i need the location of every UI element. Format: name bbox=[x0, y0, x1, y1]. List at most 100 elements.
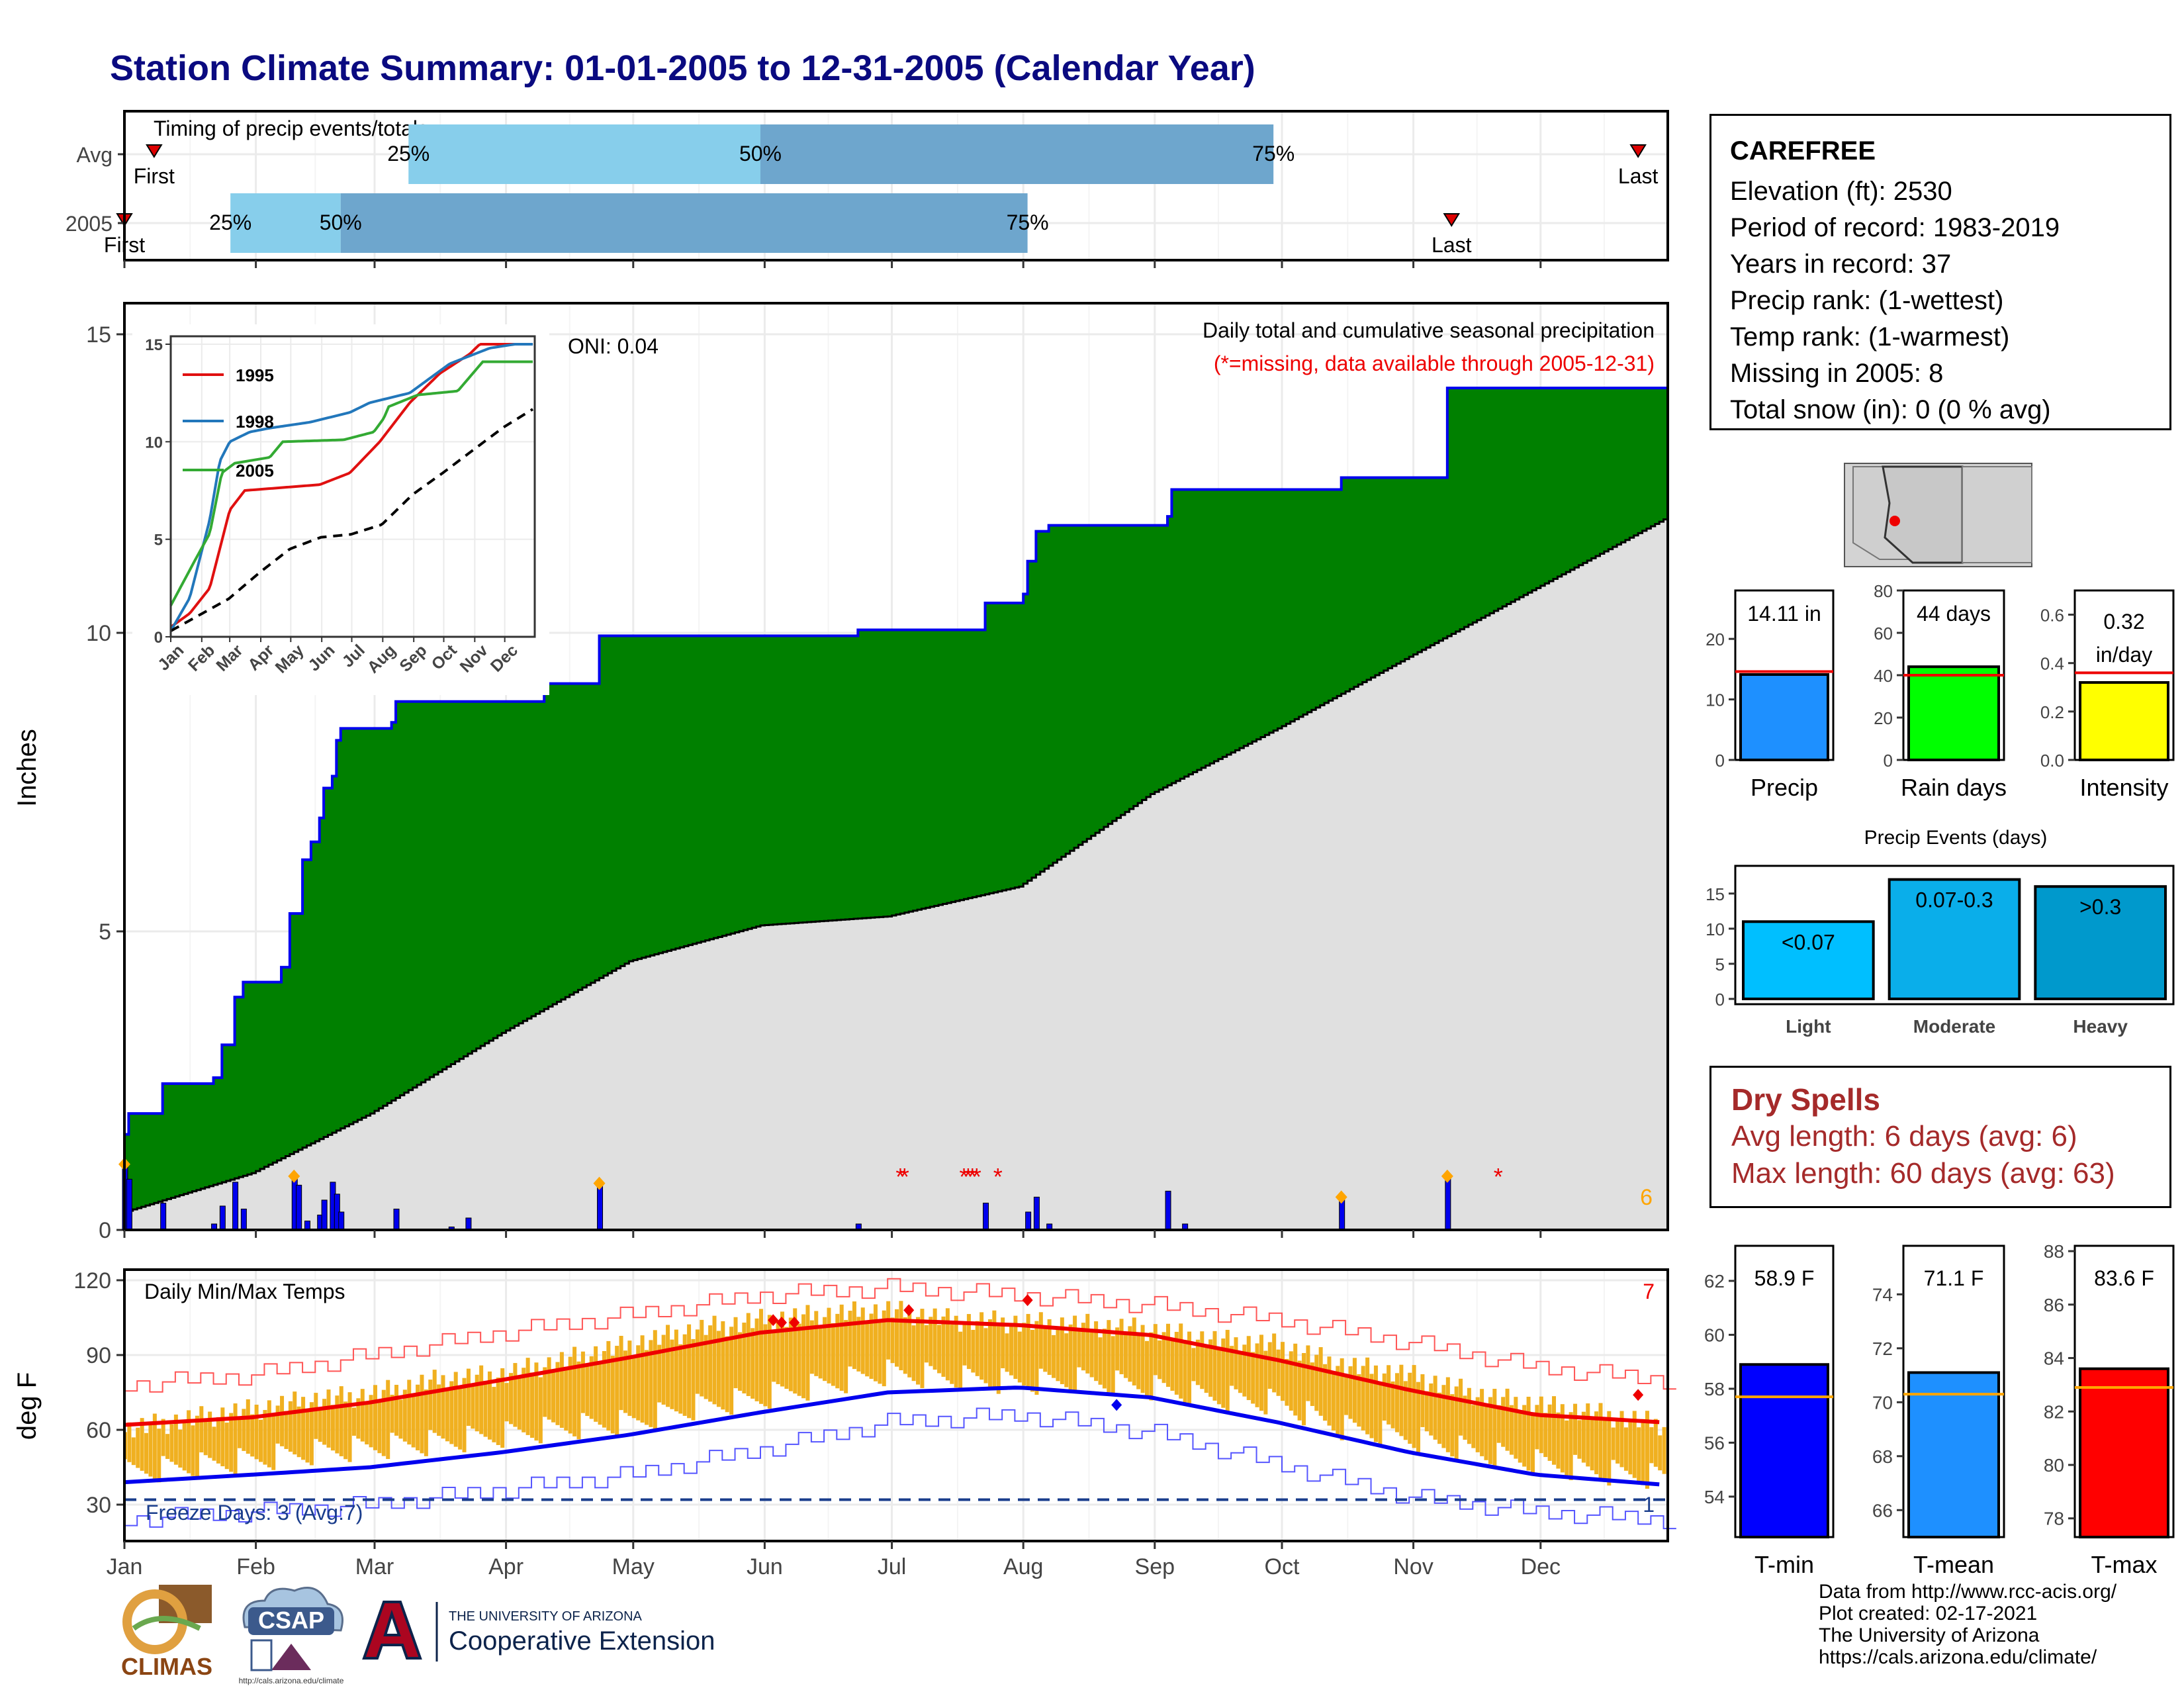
month-axis-label: Apr bbox=[488, 1554, 523, 1579]
precip-events-y-tick-label: 0 bbox=[1715, 990, 1725, 1009]
inset-y-tick-label: 0 bbox=[154, 629, 163, 647]
mini-y-tick-label: 82 bbox=[2044, 1401, 2064, 1422]
temps-daily-range-bar bbox=[1565, 1420, 1569, 1477]
temps-daily-range-bar bbox=[131, 1437, 136, 1466]
precip-daily-bar bbox=[1165, 1190, 1171, 1231]
temps-daily-range-bar bbox=[1394, 1373, 1399, 1432]
mini-y-tick-label: 80 bbox=[2044, 1455, 2064, 1476]
temps-daily-range-bar bbox=[1416, 1382, 1421, 1452]
precip-events-chart: Precip Events (days) 0 5 10 15 <0.07 Light 0.07… bbox=[1706, 827, 2175, 1037]
temps-daily-range-bar bbox=[784, 1327, 789, 1389]
temps-daily-range-bar bbox=[543, 1367, 547, 1417]
inset-series-line-1995 bbox=[169, 343, 533, 628]
temps-daily-range-bar bbox=[975, 1321, 979, 1376]
temps-daily-range-bar bbox=[687, 1324, 692, 1419]
temps-daily-range-bar bbox=[594, 1346, 598, 1422]
mini-value-label: in/day bbox=[2096, 643, 2152, 667]
temps-daily-range-bar bbox=[1662, 1427, 1666, 1474]
temps-daily-range-bar bbox=[525, 1358, 530, 1435]
temps-daily-range-bar bbox=[1615, 1419, 1620, 1464]
precip-events-y-tick-label: 10 bbox=[1706, 919, 1725, 939]
temps-daily-range-bar bbox=[1047, 1319, 1052, 1375]
locator-map-nm bbox=[1962, 466, 2032, 563]
timing-plot-border bbox=[123, 110, 1669, 261]
temps-daily-range-bar bbox=[178, 1429, 183, 1468]
temps-daily-range-bar bbox=[394, 1385, 399, 1436]
climas-logo-swoosh bbox=[132, 1616, 201, 1631]
mini-y-tick-label: 58 bbox=[1704, 1379, 1725, 1399]
station-years: Years in record: 37 bbox=[1730, 250, 1952, 279]
temps-daily-range-bar bbox=[1242, 1344, 1247, 1397]
temps-record-high-marker bbox=[1633, 1389, 1644, 1401]
temps-daily-range-bar bbox=[237, 1418, 242, 1448]
temps-daily-range-bar bbox=[1577, 1420, 1582, 1459]
station-missing: Missing in 2005: 8 bbox=[1730, 359, 1944, 388]
mini-y-tick-label: 78 bbox=[2044, 1509, 2064, 1529]
temps-daily-range-bar bbox=[1077, 1331, 1081, 1368]
temps-daily-range-bar bbox=[691, 1338, 696, 1421]
temps-daily-range-bar bbox=[267, 1400, 271, 1468]
temps-daily-range-bar bbox=[1246, 1336, 1251, 1401]
temps-daily-range-bar bbox=[411, 1394, 416, 1448]
precip-annotation: Daily total and cumulative seasonal prec… bbox=[1203, 318, 1655, 342]
mini-y-tick-label: 88 bbox=[2044, 1241, 2064, 1262]
temps-daily-range-bar bbox=[339, 1386, 343, 1456]
temps-daily-range-bar bbox=[1412, 1365, 1416, 1448]
temps-daily-range-bar bbox=[250, 1414, 255, 1457]
temps-daily-range-bar bbox=[882, 1310, 886, 1387]
mini-value-bar bbox=[1739, 673, 1829, 761]
temps-daily-range-bar bbox=[479, 1365, 484, 1434]
temps-daily-range-bar bbox=[1658, 1435, 1662, 1471]
temps-daily-range-bar bbox=[407, 1380, 412, 1445]
temps-daily-range-bar bbox=[191, 1425, 195, 1476]
temps-daily-range-bar bbox=[1433, 1376, 1437, 1440]
precip-daily-bar bbox=[338, 1211, 345, 1231]
temps-daily-range-bar bbox=[1289, 1351, 1293, 1411]
timing-pct-label: 25% bbox=[387, 142, 430, 165]
precip-daily-bar bbox=[219, 1205, 226, 1231]
temps-daily-range-bar bbox=[805, 1305, 810, 1401]
temps-daily-range-bar bbox=[199, 1406, 204, 1453]
temps-daily-range-bar bbox=[1098, 1337, 1103, 1385]
mini-value-label: 58.9 F bbox=[1754, 1266, 1815, 1290]
temps-daily-range-bar bbox=[390, 1394, 394, 1433]
temps-freeze-label: Freeze Days: 3 (Avg:7) bbox=[146, 1501, 363, 1524]
temps-daily-range-bar bbox=[920, 1309, 925, 1388]
temps-daily-range-bar bbox=[1543, 1413, 1548, 1458]
temps-daily-range-bar bbox=[1649, 1427, 1654, 1464]
temps-daily-range-bar bbox=[954, 1315, 958, 1388]
temps-daily-range-bar bbox=[157, 1429, 161, 1483]
mini-category-label: T-mean bbox=[1913, 1551, 1994, 1578]
precip-events-bar bbox=[2034, 885, 2167, 1000]
temps-daily-range-bar bbox=[1420, 1374, 1425, 1427]
temps-daily-range-bar bbox=[534, 1362, 539, 1441]
temps-daily-range-bar bbox=[1556, 1412, 1561, 1469]
temps-daily-range-bar bbox=[1200, 1331, 1205, 1389]
temps-daily-range-bar bbox=[983, 1328, 988, 1383]
temps-daily-range-bar bbox=[530, 1372, 535, 1438]
mini-y-tick-label: 0 bbox=[1884, 751, 1893, 771]
mini-y-tick-label: 0.6 bbox=[2040, 606, 2064, 626]
temps-daily-range-bar bbox=[330, 1405, 335, 1451]
timing-marker-label: Last bbox=[1618, 164, 1659, 188]
temps-daily-range-bar bbox=[173, 1414, 178, 1465]
precip-event-diamond bbox=[593, 1176, 606, 1190]
temps-daily-range-bar bbox=[1144, 1340, 1149, 1397]
temps-daily-range-bar bbox=[1637, 1427, 1641, 1482]
temps-daily-range-bar bbox=[169, 1424, 174, 1462]
mini-y-tick-label: 74 bbox=[1872, 1284, 1893, 1305]
mini-y-tick-label: 56 bbox=[1704, 1432, 1725, 1453]
temps-daily-range-bar bbox=[780, 1311, 785, 1387]
temps-daily-range-bar bbox=[1174, 1331, 1179, 1395]
temps-daily-range-bar bbox=[1153, 1324, 1158, 1376]
temps-daily-range-bar bbox=[386, 1380, 390, 1460]
temps-daily-range-bar bbox=[1628, 1419, 1633, 1475]
temps-daily-range-bar bbox=[1208, 1339, 1213, 1397]
mini-y-tick-label: 66 bbox=[1872, 1500, 1893, 1521]
precip-oni-label: ONI: 0.04 bbox=[568, 334, 659, 358]
precip-total-panel: 0 10 20 14.11 in Precip bbox=[1706, 589, 1835, 801]
precip-avg-cumulative-area bbox=[123, 518, 1669, 1231]
temps-daily-range-bar bbox=[916, 1317, 921, 1385]
temps-daily-range-bar bbox=[606, 1340, 611, 1431]
locator-station-dot bbox=[1889, 516, 1900, 526]
